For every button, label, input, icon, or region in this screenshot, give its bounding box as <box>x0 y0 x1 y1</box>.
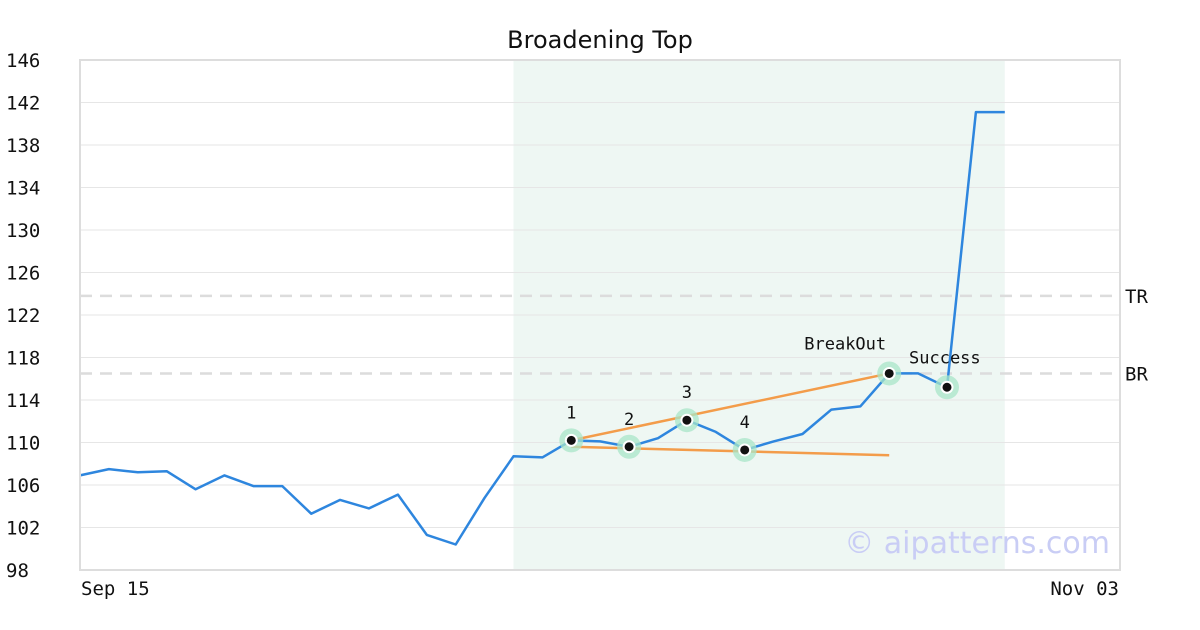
price-point <box>1001 108 1009 116</box>
pattern-point-label-4: 4 <box>740 413 750 433</box>
y-tick-label: 130 <box>6 220 40 242</box>
pattern-point-label-success: Success <box>909 348 981 368</box>
price-point <box>365 504 373 512</box>
pattern-point-marker <box>622 440 636 454</box>
price-point <box>856 402 864 410</box>
price-point <box>654 434 662 442</box>
y-tick-label: 106 <box>6 475 40 497</box>
price-point <box>712 428 720 436</box>
price-point <box>307 510 315 518</box>
price-point <box>278 482 286 490</box>
price-point <box>192 485 200 493</box>
y-tick-label: 126 <box>6 263 40 285</box>
y-tick-label: 102 <box>6 518 40 540</box>
trend-line <box>571 372 890 442</box>
y-tick-label: 122 <box>6 305 40 327</box>
price-point <box>163 467 171 475</box>
pattern-point-label-breakout: BreakOut <box>804 334 886 354</box>
price-point <box>336 496 344 504</box>
price-point <box>914 369 922 377</box>
chart-title: Broadening Top <box>507 26 693 54</box>
y-tick-label: 146 <box>6 50 40 72</box>
price-point <box>799 430 807 438</box>
x-tick-label: Nov 03 <box>1050 578 1119 600</box>
pattern-point-label-1: 1 <box>566 403 576 423</box>
price-point <box>394 491 402 499</box>
price-point <box>105 465 113 473</box>
y-tick-label: 142 <box>6 93 40 115</box>
price-point <box>770 437 778 445</box>
y-tick-label: 110 <box>6 433 40 455</box>
price-point <box>481 494 489 502</box>
price-point <box>972 108 980 116</box>
y-tick-label: 118 <box>6 348 40 370</box>
pattern-point-marker <box>564 433 578 447</box>
price-series-line <box>79 110 1005 546</box>
reference-label-br: BR <box>1125 363 1148 385</box>
y-tick-label: 134 <box>6 178 40 200</box>
price-point <box>452 541 460 549</box>
price-point <box>134 468 142 476</box>
plot-frame <box>79 59 1121 571</box>
pattern-point-marker <box>940 380 954 394</box>
price-point <box>221 471 229 479</box>
x-tick-label: Sep 15 <box>81 578 150 600</box>
y-tick-label: 114 <box>6 390 40 412</box>
price-point <box>538 453 546 461</box>
price-point <box>249 482 257 490</box>
price-point <box>510 452 518 460</box>
pattern-point-label-3: 3 <box>682 383 692 403</box>
price-point <box>596 437 604 445</box>
reference-label-tr: TR <box>1125 286 1148 308</box>
y-tick-label: 138 <box>6 135 40 157</box>
price-point <box>827 406 835 414</box>
pattern-point-marker <box>680 413 694 427</box>
pattern-point-marker <box>738 443 752 457</box>
pattern-point-marker <box>882 366 896 380</box>
pattern-point-label-2: 2 <box>624 410 634 430</box>
watermark: © aipatterns.com <box>844 526 1110 561</box>
y-tick-label: 98 <box>6 560 29 582</box>
price-point <box>423 531 431 539</box>
